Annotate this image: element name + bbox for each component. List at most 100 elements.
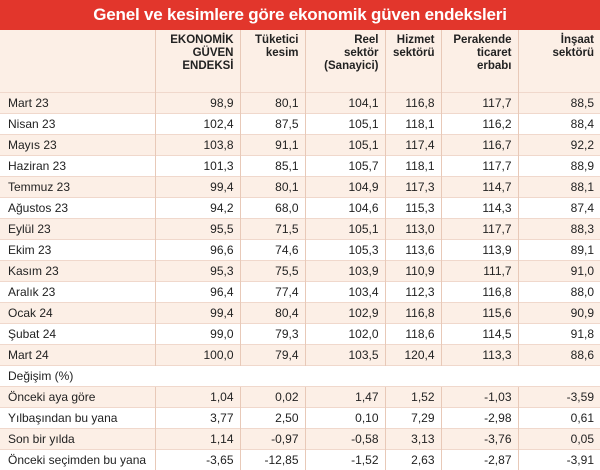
cell: -0,58 <box>305 429 385 450</box>
cell: 98,9 <box>155 93 240 114</box>
cell: 105,1 <box>305 135 385 156</box>
cell: 79,4 <box>240 345 305 366</box>
cell: 88,3 <box>518 219 600 240</box>
cell: 113,6 <box>385 240 441 261</box>
cell: 102,4 <box>155 114 240 135</box>
cell: 103,4 <box>305 282 385 303</box>
cell: 104,6 <box>305 198 385 219</box>
cell: 99,4 <box>155 177 240 198</box>
cell: 88,6 <box>518 345 600 366</box>
cell: -3,76 <box>441 429 518 450</box>
header-cell: Tüketici kesim <box>240 30 305 93</box>
cell: 7,29 <box>385 408 441 429</box>
cell: -3,59 <box>518 387 600 408</box>
row-label: Ocak 24 <box>0 303 155 324</box>
cell: 0,10 <box>305 408 385 429</box>
row-label: Temmuz 23 <box>0 177 155 198</box>
cell: 85,1 <box>240 156 305 177</box>
row-label: Nisan 23 <box>0 114 155 135</box>
cell: 88,9 <box>518 156 600 177</box>
cell: 68,0 <box>240 198 305 219</box>
cell: 120,4 <box>385 345 441 366</box>
cell: 118,1 <box>385 156 441 177</box>
cell: 94,2 <box>155 198 240 219</box>
cell: 88,5 <box>518 93 600 114</box>
cell: 2,63 <box>385 450 441 470</box>
cell: 95,3 <box>155 261 240 282</box>
cell: 90,9 <box>518 303 600 324</box>
cell: 99,0 <box>155 324 240 345</box>
cell: 79,3 <box>240 324 305 345</box>
cell: 87,4 <box>518 198 600 219</box>
cell: 99,4 <box>155 303 240 324</box>
cell: 116,8 <box>441 282 518 303</box>
cell: 100,0 <box>155 345 240 366</box>
cell: 101,3 <box>155 156 240 177</box>
row-label: Son bir yılda <box>0 429 155 450</box>
cell: 71,5 <box>240 219 305 240</box>
section-row: Değişim (%) <box>0 366 600 387</box>
cell: 91,0 <box>518 261 600 282</box>
cell: 102,0 <box>305 324 385 345</box>
cell: 103,8 <box>155 135 240 156</box>
cell: 105,1 <box>305 219 385 240</box>
cell: 3,77 <box>155 408 240 429</box>
cell: 91,1 <box>240 135 305 156</box>
cell: 80,1 <box>240 177 305 198</box>
cell: 118,6 <box>385 324 441 345</box>
cell: 117,3 <box>385 177 441 198</box>
cell: 117,7 <box>441 156 518 177</box>
table-title: Genel ve kesimlere göre ekonomik güven e… <box>0 0 600 30</box>
cell: 91,8 <box>518 324 600 345</box>
cell: -3,91 <box>518 450 600 470</box>
cell: 112,3 <box>385 282 441 303</box>
cell: 1,14 <box>155 429 240 450</box>
row-label: Aralık 23 <box>0 282 155 303</box>
cell: 89,1 <box>518 240 600 261</box>
cell: 117,7 <box>441 93 518 114</box>
cell: 115,6 <box>441 303 518 324</box>
cell: 116,8 <box>385 303 441 324</box>
cell: 88,4 <box>518 114 600 135</box>
cell: 105,1 <box>305 114 385 135</box>
cell: 0,02 <box>240 387 305 408</box>
cell: 105,3 <box>305 240 385 261</box>
cell: 103,5 <box>305 345 385 366</box>
row-label: Eylül 23 <box>0 219 155 240</box>
row-label: Şubat 24 <box>0 324 155 345</box>
cell: 74,6 <box>240 240 305 261</box>
cell: 104,1 <box>305 93 385 114</box>
header-cell: Perakende ticaret erbabı <box>441 30 518 93</box>
cell: 113,3 <box>441 345 518 366</box>
cell: 3,13 <box>385 429 441 450</box>
row-label: Mart 24 <box>0 345 155 366</box>
header-cell: EKONOMİK GÜVEN ENDEKSİ <box>155 30 240 93</box>
cell: 114,3 <box>441 198 518 219</box>
row-label: Önceki aya göre <box>0 387 155 408</box>
cell: 118,1 <box>385 114 441 135</box>
header-cell <box>0 30 155 93</box>
cell: 95,5 <box>155 219 240 240</box>
cell: 114,7 <box>441 177 518 198</box>
row-label: Mayıs 23 <box>0 135 155 156</box>
cell: 113,9 <box>441 240 518 261</box>
cell: -0,97 <box>240 429 305 450</box>
cell: 116,2 <box>441 114 518 135</box>
cell: 111,7 <box>441 261 518 282</box>
cell: 113,0 <box>385 219 441 240</box>
cell: 104,9 <box>305 177 385 198</box>
header-cell: Reel sektör (Sanayici) <box>305 30 385 93</box>
